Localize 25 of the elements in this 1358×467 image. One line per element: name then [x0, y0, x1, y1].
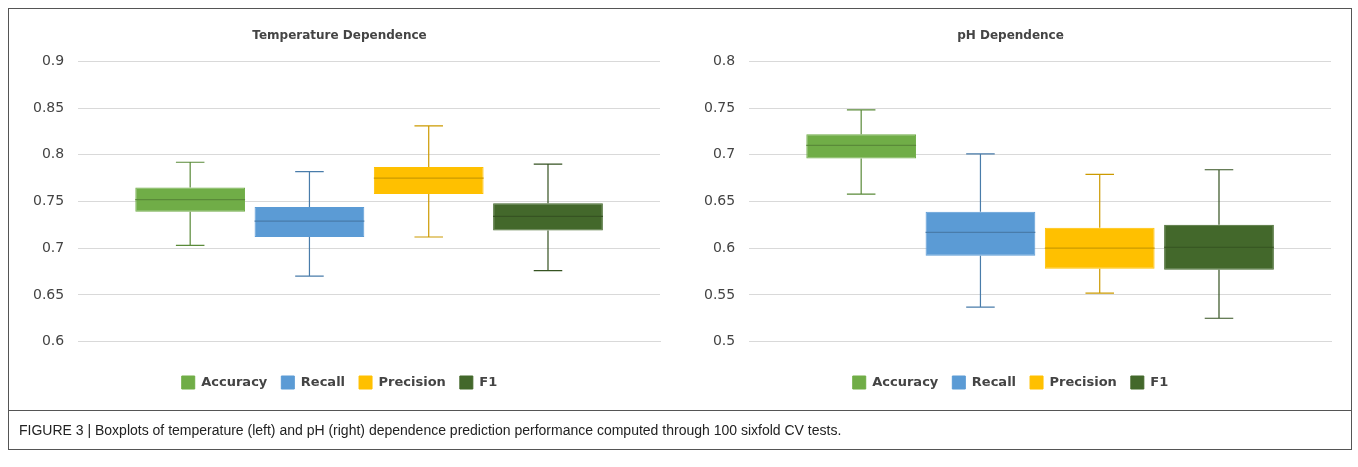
legend-label: Precision [1049, 373, 1117, 389]
y-tick-label: 0.65 [33, 285, 65, 302]
y-tick-label: 0.75 [33, 192, 65, 209]
legend-label: F1 [479, 373, 498, 389]
y-tick-label: 0.7 [41, 238, 65, 255]
y-tick-label: 0.65 [704, 192, 736, 209]
legend-label: Accuracy [201, 373, 268, 389]
y-tick-label: 0.6 [712, 238, 736, 255]
y-tick-label: 0.5 [712, 332, 736, 349]
y-tick-label: 0.75 [704, 98, 736, 115]
y-tick-label: 0.85 [33, 98, 65, 115]
y-tick-label: 0.9 [41, 52, 65, 69]
legend-label: Precision [378, 373, 446, 389]
chart-title: pH Dependence [957, 28, 1064, 43]
caption: FIGURE 3 | Boxplots of temperature (left) and pH (right) dependence prediction performance computed through 100 sixfold CV tests. [8, 410, 1352, 450]
legend-label: Recall [300, 373, 346, 389]
y-tick-label: 0.7 [712, 145, 736, 162]
chart-title: Temperature Dependence [252, 28, 427, 43]
legend-label: Accuracy [872, 373, 939, 389]
legend-label: F1 [1150, 373, 1169, 389]
y-tick-label: 0.6 [41, 332, 65, 349]
legend-label: Recall [971, 373, 1017, 389]
y-tick-label: 0.55 [704, 285, 736, 302]
y-tick-label: 0.8 [41, 145, 65, 162]
y-tick-label: 0.8 [712, 52, 736, 69]
